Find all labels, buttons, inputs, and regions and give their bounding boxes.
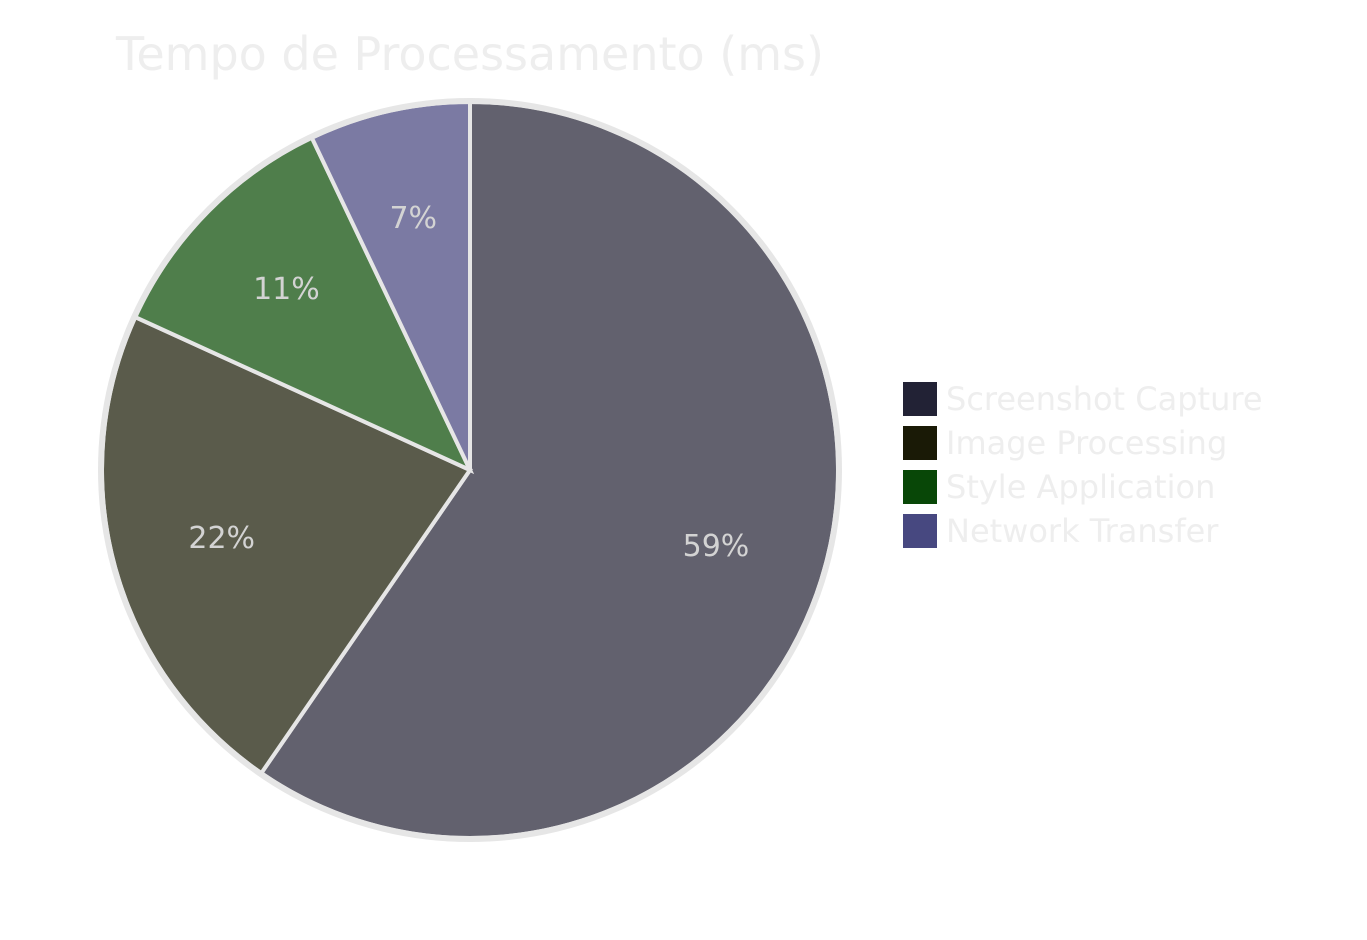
slice-label-style-application: 11% [253, 272, 320, 307]
legend-swatch-style-application [901, 468, 939, 506]
pie-outline [98, 98, 842, 842]
slice-label-screenshot-capture: 59% [683, 529, 750, 564]
legend-label-image-processing: Image Processing [946, 424, 1227, 462]
legend-swatch-screenshot-capture [901, 380, 939, 418]
chart-title: Tempo de Processamento (ms) [115, 27, 824, 81]
legend-swatch-image-processing [901, 424, 939, 462]
legend-label-network-transfer: Network Transfer [946, 512, 1219, 550]
legend-label-style-application: Style Application [946, 468, 1215, 506]
pie-slice-labels: 59% 22% 11% 7% [188, 201, 749, 564]
slice-label-image-processing: 22% [188, 521, 255, 556]
slice-label-network-transfer: 7% [389, 201, 437, 236]
legend: Screenshot Capture Image Processing Style … [901, 380, 1263, 550]
legend-swatch-network-transfer [901, 512, 939, 550]
legend-label-screenshot-capture: Screenshot Capture [946, 380, 1263, 418]
pie-slices [100, 99, 840, 840]
